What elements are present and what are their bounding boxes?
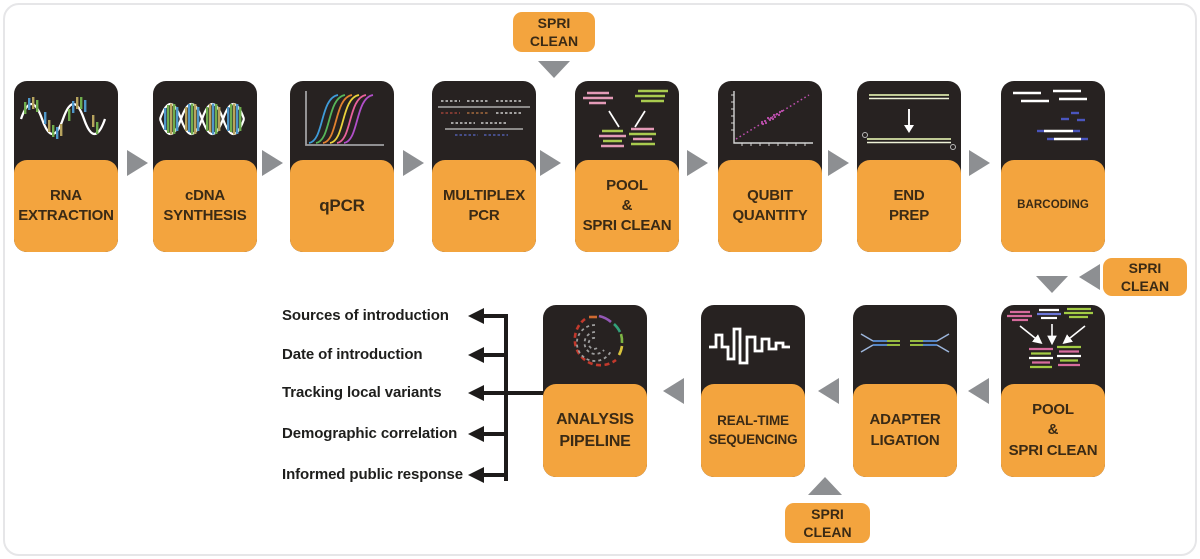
card-label: qPCR [319,195,365,215]
spri-clean-badge-right: SPRI CLEAN [1103,258,1187,296]
flow-arrow-right-icon [403,150,424,176]
label-panel: END PREP [857,160,961,252]
flow-arrow-left-icon [1079,264,1100,290]
card-label: POOL & SPRI CLEAN [582,176,672,235]
label-panel: cDNA SYNTHESIS [153,160,257,252]
label-panel: ANALYSIS PIPELINE [543,384,647,477]
card-label: QUBIT QUANTITY [732,186,808,224]
label-panel: MULTIPLEX PCR [432,160,536,252]
flow-arrow-up-icon [808,477,842,495]
card-qubit-quantity: QUBIT QUANTITY [718,81,822,252]
label-panel: QUBIT QUANTITY [718,160,822,252]
flow-arrow-left-icon [818,378,839,404]
output-label: Date of introduction [282,346,423,363]
output-arrow-shaft [482,473,506,477]
card-analysis-pipeline: ANALYSIS PIPELINE [543,305,647,477]
output-label: Tracking local variants [282,384,442,401]
card-cdna-synthesis: cDNA SYNTHESIS [153,81,257,252]
output-arrow-head-icon [468,467,484,483]
card-label: cDNA SYNTHESIS [163,186,247,224]
output-arrow-shaft [482,353,506,357]
output-arrow-shaft [482,432,506,436]
output-arrow-head-icon [468,308,484,324]
double-helix-icon [158,102,246,136]
end-repair-icon [862,94,956,150]
output-label: Demographic correlation [282,425,458,442]
card-qpcr: qPCR [290,81,394,252]
label-panel: BARCODING [1001,160,1105,252]
flow-arrow-left-icon [968,378,989,404]
output-arrow-shaft [482,391,506,395]
output-arrow-shaft [482,314,506,318]
card-label: REAL-TIME SEQUENCING [708,413,798,447]
output-arrow-head-icon [468,385,484,401]
flow-arrow-down-icon [1036,276,1068,293]
label-panel: REAL-TIME SEQUENCING [701,384,805,477]
label-panel: RNA EXTRACTION [14,160,118,252]
outputs-bracket-line [504,314,508,481]
output-label: Informed public response [282,466,463,483]
rna-strand-icon [19,97,107,139]
label-panel: POOL & SPRI CLEAN [1001,384,1105,477]
outputs-connector-line [506,391,543,395]
card-label: END PREP [888,186,930,224]
flow-arrow-down-icon [538,61,570,78]
card-pool-spri-clean-1: POOL & SPRI CLEAN [575,81,679,252]
label-panel: qPCR [290,160,394,252]
flow-arrow-right-icon [540,150,561,176]
barcoded-reads-icon [1013,89,1088,141]
quantification-plot-icon [731,91,813,146]
flow-arrow-right-icon [127,150,148,176]
spri-clean-badge-bottom: SPRI CLEAN [785,503,870,543]
flow-arrow-left-icon [663,378,684,404]
output-label: Sources of introduction [282,307,449,324]
card-pool-spri-clean-2: POOL & SPRI CLEAN [1001,305,1105,477]
card-barcoding: BARCODING [1001,81,1105,252]
card-multiplex-pcr: MULTIPLEX PCR [432,81,536,252]
card-label: ADAPTER LIGATION [869,411,941,449]
pooling-fragments-icon [583,89,668,148]
squiggle-signal-icon [709,327,790,365]
output-arrow-head-icon [468,347,484,363]
primer-scheme-icon [438,100,530,136]
flow-arrow-right-icon [969,150,990,176]
card-label: ANALYSIS PIPELINE [556,410,634,450]
card-end-prep: END PREP [857,81,961,252]
card-label: BARCODING [1017,199,1089,212]
circular-genome-plot-icon [573,314,624,367]
flow-arrow-right-icon [828,150,849,176]
output-arrow-head-icon [468,426,484,442]
flow-arrow-right-icon [262,150,283,176]
card-label: RNA EXTRACTION [18,186,114,224]
card-rna-extraction: RNA EXTRACTION [14,81,118,252]
spri-clean-badge-top: SPRI CLEAN [513,12,595,52]
label-panel: ADAPTER LIGATION [853,384,957,477]
card-adapter-ligation: ADAPTER LIGATION [853,305,957,477]
adapter-ligation-icon [860,333,950,353]
pooling-three-groups-icon [1007,307,1093,369]
card-label: MULTIPLEX PCR [442,186,526,224]
amplification-curves-icon [305,91,384,146]
flow-arrow-right-icon [687,150,708,176]
card-real-time-sequencing: REAL-TIME SEQUENCING [701,305,805,477]
label-panel: POOL & SPRI CLEAN [575,160,679,252]
card-label: POOL & SPRI CLEAN [1008,401,1098,459]
